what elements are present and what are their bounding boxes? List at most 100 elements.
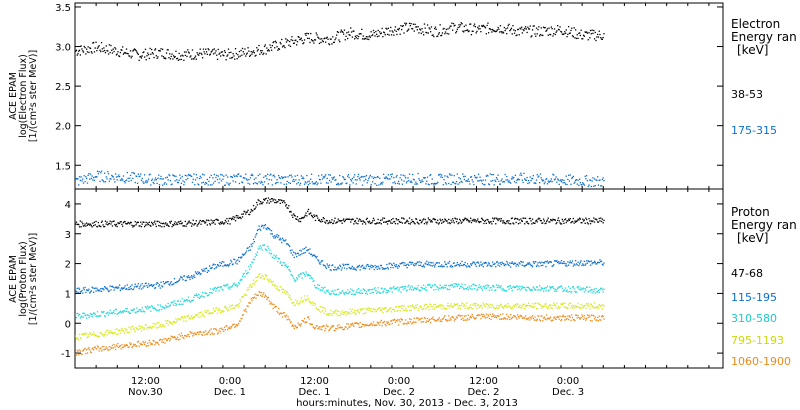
data-point-1060-1900 (378, 322, 380, 324)
data-point-115-195 (220, 262, 223, 264)
data-point-795-1193 (329, 313, 331, 315)
data-point-175-315 (173, 174, 175, 177)
data-point-795-1193 (267, 279, 270, 281)
data-point-310-580 (390, 288, 393, 290)
data-point-175-315 (101, 179, 103, 181)
data-point-795-1193 (165, 320, 167, 322)
data-point-175-315 (376, 176, 379, 178)
data-point-1060-1900 (394, 318, 396, 320)
data-point-115-195 (145, 282, 147, 284)
data-point-310-580 (194, 294, 196, 296)
data-point-115-195 (591, 263, 593, 265)
data-point-115-195 (169, 282, 172, 284)
data-point-47-68 (279, 202, 281, 204)
data-point-38-53 (351, 36, 353, 38)
data-point-115-195 (82, 292, 84, 294)
data-point-47-68 (487, 219, 489, 221)
data-point-795-1193 (603, 305, 605, 307)
data-point-1060-1900 (536, 318, 538, 321)
data-point-795-1193 (176, 321, 178, 323)
data-point-310-580 (107, 314, 110, 316)
data-point-310-580 (220, 285, 223, 288)
data-point-795-1193 (137, 328, 139, 331)
data-point-38-53 (252, 51, 254, 53)
data-point-175-315 (502, 181, 505, 183)
data-point-115-195 (423, 266, 426, 268)
data-point-795-1193 (417, 309, 419, 311)
data-point-1060-1900 (371, 323, 373, 325)
data-point-175-315 (540, 177, 542, 179)
data-point-38-53 (523, 29, 525, 32)
data-point-795-1193 (545, 303, 547, 305)
data-point-175-315 (229, 182, 231, 184)
data-point-47-68 (194, 223, 196, 225)
data-point-38-53 (345, 35, 347, 37)
data-point-38-53 (105, 45, 107, 47)
data-point-795-1193 (378, 307, 380, 309)
data-point-795-1193 (562, 302, 564, 304)
data-point-47-68 (225, 221, 227, 223)
data-point-1060-1900 (246, 305, 248, 307)
data-point-175-315 (394, 182, 397, 185)
data-point-175-315 (436, 182, 438, 185)
data-point-47-68 (499, 218, 501, 220)
data-point-47-68 (340, 220, 342, 222)
data-point-1060-1900 (248, 302, 250, 304)
data-point-175-315 (455, 181, 458, 183)
data-point-175-315 (104, 181, 107, 183)
data-point-310-580 (528, 288, 531, 290)
data-point-175-315 (593, 185, 595, 187)
data-point-310-580 (371, 292, 373, 294)
data-point-47-68 (117, 222, 119, 224)
data-point-175-315 (557, 178, 559, 180)
data-point-38-53 (546, 28, 549, 30)
data-point-310-580 (600, 287, 603, 289)
data-point-47-68 (568, 218, 570, 220)
data-point-310-580 (216, 287, 218, 290)
data-point-795-1193 (92, 333, 94, 335)
data-point-38-53 (397, 28, 399, 30)
data-point-47-68 (270, 201, 272, 203)
data-point-47-68 (485, 222, 487, 224)
data-point-795-1193 (253, 283, 255, 285)
data-point-38-53 (110, 44, 112, 47)
data-point-310-580 (459, 287, 461, 290)
data-point-115-195 (246, 247, 248, 249)
data-point-795-1193 (475, 302, 477, 305)
data-point-795-1193 (191, 315, 193, 317)
data-point-47-68 (92, 222, 94, 224)
data-point-795-1193 (455, 304, 457, 306)
data-point-38-53 (187, 49, 189, 51)
data-point-1060-1900 (206, 333, 208, 335)
data-point-175-315 (154, 177, 157, 179)
data-point-795-1193 (317, 309, 319, 311)
data-point-310-580 (143, 311, 145, 313)
data-point-38-53 (524, 27, 526, 30)
data-point-38-53 (270, 49, 273, 51)
data-point-38-53 (550, 34, 552, 36)
data-point-310-580 (299, 274, 301, 276)
data-point-310-580 (466, 286, 469, 289)
data-point-310-580 (368, 289, 371, 291)
data-point-795-1193 (484, 305, 487, 308)
data-point-795-1193 (454, 304, 456, 306)
data-point-310-580 (448, 288, 451, 291)
data-point-38-53 (554, 33, 556, 36)
data-point-310-580 (128, 311, 130, 313)
data-point-38-53 (162, 48, 164, 50)
data-point-38-53 (398, 27, 400, 30)
data-point-47-68 (528, 223, 530, 225)
data-point-47-68 (293, 214, 295, 216)
data-point-1060-1900 (140, 343, 143, 345)
data-point-47-68 (269, 199, 271, 201)
data-point-795-1193 (510, 307, 512, 309)
data-point-38-53 (197, 53, 199, 56)
data-point-795-1193 (107, 331, 110, 333)
data-point-115-195 (398, 265, 400, 268)
data-point-1060-1900 (426, 320, 428, 322)
data-point-38-53 (513, 32, 516, 34)
data-point-1060-1900 (418, 319, 420, 321)
data-point-115-195 (336, 267, 339, 269)
data-point-47-68 (146, 224, 148, 226)
data-point-115-195 (379, 268, 381, 270)
